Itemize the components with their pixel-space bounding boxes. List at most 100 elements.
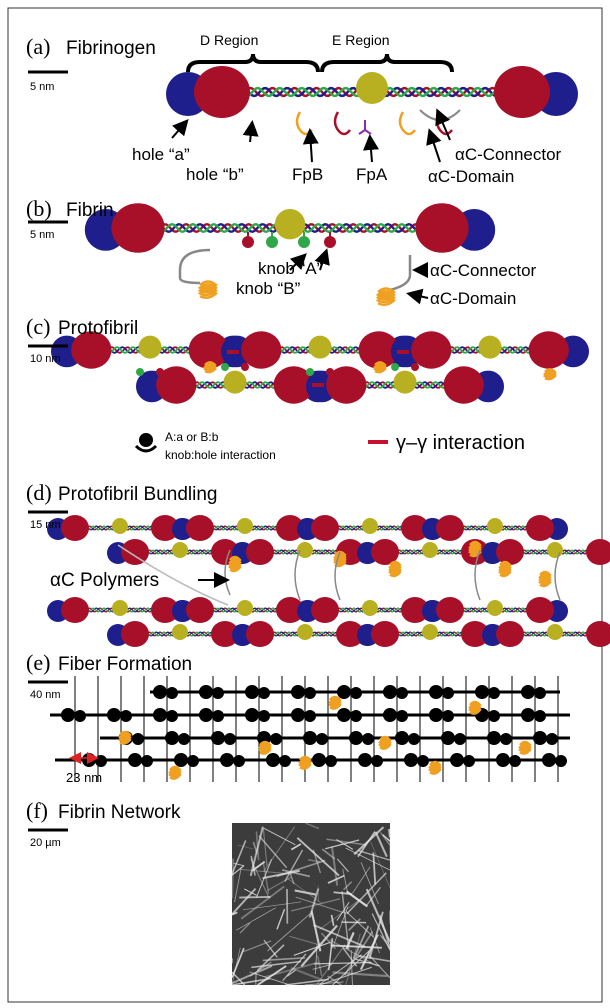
bead	[350, 687, 362, 699]
arrow	[430, 132, 440, 162]
bead	[224, 733, 236, 745]
bead	[304, 710, 316, 722]
bead	[107, 708, 121, 722]
d-domain-gamma	[241, 331, 281, 368]
bead	[220, 753, 234, 767]
bead	[153, 685, 167, 699]
annotation: E Region	[332, 32, 390, 48]
fibrinopeptide	[297, 112, 312, 134]
alpha-c-domain	[375, 363, 385, 373]
bead	[371, 755, 383, 767]
bead	[212, 710, 224, 722]
alpha-c-domain	[170, 767, 180, 779]
bead	[245, 708, 259, 722]
bead	[270, 733, 282, 745]
bead	[349, 731, 363, 745]
bead	[95, 755, 107, 767]
d-domain-gamma	[415, 203, 468, 252]
bead	[245, 685, 259, 699]
legend-text: γ–γ interaction	[396, 432, 525, 454]
knob	[221, 363, 229, 371]
bead	[496, 753, 510, 767]
annotation: FpA	[356, 165, 388, 184]
knob	[326, 368, 334, 376]
annotation: hole “a”	[132, 145, 190, 164]
connector	[390, 255, 410, 290]
bead	[509, 755, 521, 767]
bead	[82, 753, 96, 767]
scale-label: 5 nm	[30, 81, 54, 93]
knob	[136, 368, 144, 376]
e-domain	[172, 624, 188, 640]
bead	[187, 755, 199, 767]
knob	[411, 363, 419, 371]
knob	[242, 236, 254, 248]
bead	[383, 685, 397, 699]
alpha-c-domain	[120, 732, 130, 744]
annotation: FpB	[292, 165, 323, 184]
knob	[156, 368, 164, 376]
bead	[429, 685, 443, 699]
panel-label: (e)	[26, 650, 50, 675]
legend-text: knob:hole interaction	[165, 448, 276, 462]
knob	[298, 236, 310, 248]
bead	[303, 731, 317, 745]
bead	[488, 710, 500, 722]
legend-text: A:a or B:b	[165, 430, 219, 444]
bead	[450, 753, 464, 767]
annotation: knob “B”	[236, 279, 301, 298]
bead	[165, 731, 179, 745]
d-domain-gamma	[311, 515, 339, 541]
bead	[442, 710, 454, 722]
arrow	[438, 112, 450, 140]
d-domain-gamma	[194, 66, 250, 118]
scale-label: 20 µm	[30, 837, 61, 849]
bead	[337, 685, 351, 699]
bead	[337, 708, 351, 722]
e-domain	[275, 209, 305, 239]
alpha-c-domain	[430, 762, 440, 774]
bead	[291, 708, 305, 722]
panel-title: Fiber Formation	[58, 654, 192, 675]
annotation: 23 nm	[66, 770, 102, 785]
bead	[153, 708, 167, 722]
bead	[279, 755, 291, 767]
e-domain	[422, 542, 438, 558]
arrow	[250, 124, 252, 142]
e-domain	[172, 542, 188, 558]
arrow	[172, 122, 186, 138]
d-domain-gamma	[311, 597, 339, 623]
e-domain	[112, 518, 128, 534]
annotation: D Region	[200, 32, 258, 48]
bead	[396, 687, 408, 699]
arrow	[410, 294, 428, 298]
arrow	[310, 132, 312, 162]
d-domain-gamma	[526, 515, 554, 541]
d-domain-gamma	[246, 621, 274, 647]
bead	[534, 710, 546, 722]
fiber	[389, 829, 390, 837]
bead	[533, 731, 547, 745]
alpha-c-domain	[260, 742, 270, 754]
alpha-c-domain	[330, 697, 340, 709]
bead	[128, 753, 142, 767]
d-domain-gamma	[121, 539, 149, 565]
alpha-c-domain	[390, 562, 400, 576]
panel-title: Protofibril	[58, 318, 138, 339]
annotation: αC-Connector	[455, 145, 562, 164]
knob	[306, 368, 314, 376]
knob	[241, 363, 249, 371]
scale-label: 5 nm	[30, 229, 54, 241]
d-domain-gamma	[61, 597, 89, 623]
bead	[383, 708, 397, 722]
annotation: αC-Domain	[430, 289, 516, 308]
bead	[178, 733, 190, 745]
annotation: hole “b”	[186, 165, 244, 184]
bead	[258, 687, 270, 699]
bead	[395, 731, 409, 745]
panel-label: (c)	[26, 314, 50, 339]
bead	[212, 687, 224, 699]
d-domain-gamma	[436, 597, 464, 623]
panel-label: (f)	[26, 798, 48, 823]
brace	[188, 54, 318, 72]
